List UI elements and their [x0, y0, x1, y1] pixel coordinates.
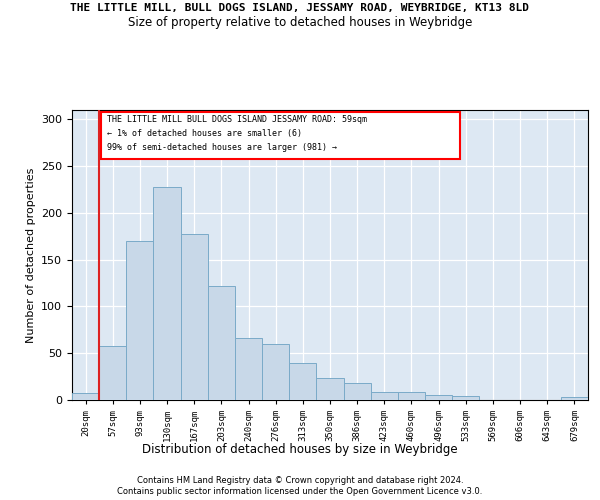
Text: THE LITTLE MILL BULL DOGS ISLAND JESSAMY ROAD: 59sqm: THE LITTLE MILL BULL DOGS ISLAND JESSAMY… — [107, 114, 367, 124]
Bar — [181, 234, 208, 400]
Text: Contains public sector information licensed under the Open Government Licence v3: Contains public sector information licen… — [118, 488, 482, 496]
Bar — [262, 344, 289, 400]
Bar — [316, 378, 344, 400]
Text: Size of property relative to detached houses in Weybridge: Size of property relative to detached ho… — [128, 16, 472, 29]
Bar — [344, 383, 371, 400]
Text: Contains HM Land Registry data © Crown copyright and database right 2024.: Contains HM Land Registry data © Crown c… — [137, 476, 463, 485]
Text: Distribution of detached houses by size in Weybridge: Distribution of detached houses by size … — [142, 442, 458, 456]
Text: ← 1% of detached houses are smaller (6): ← 1% of detached houses are smaller (6) — [107, 128, 302, 138]
Bar — [235, 338, 262, 400]
Bar — [208, 286, 235, 400]
Bar — [425, 396, 452, 400]
Bar — [289, 362, 316, 400]
Bar — [99, 346, 127, 400]
Bar — [452, 396, 479, 400]
Bar — [72, 392, 99, 400]
Bar — [371, 392, 398, 400]
Text: THE LITTLE MILL, BULL DOGS ISLAND, JESSAMY ROAD, WEYBRIDGE, KT13 8LD: THE LITTLE MILL, BULL DOGS ISLAND, JESSA… — [71, 4, 530, 14]
Bar — [154, 186, 181, 400]
Text: 99% of semi-detached houses are larger (981) →: 99% of semi-detached houses are larger (… — [107, 142, 337, 152]
Y-axis label: Number of detached properties: Number of detached properties — [26, 168, 35, 342]
Bar — [561, 397, 588, 400]
FancyBboxPatch shape — [101, 112, 460, 158]
Bar — [398, 392, 425, 400]
Bar — [127, 241, 154, 400]
